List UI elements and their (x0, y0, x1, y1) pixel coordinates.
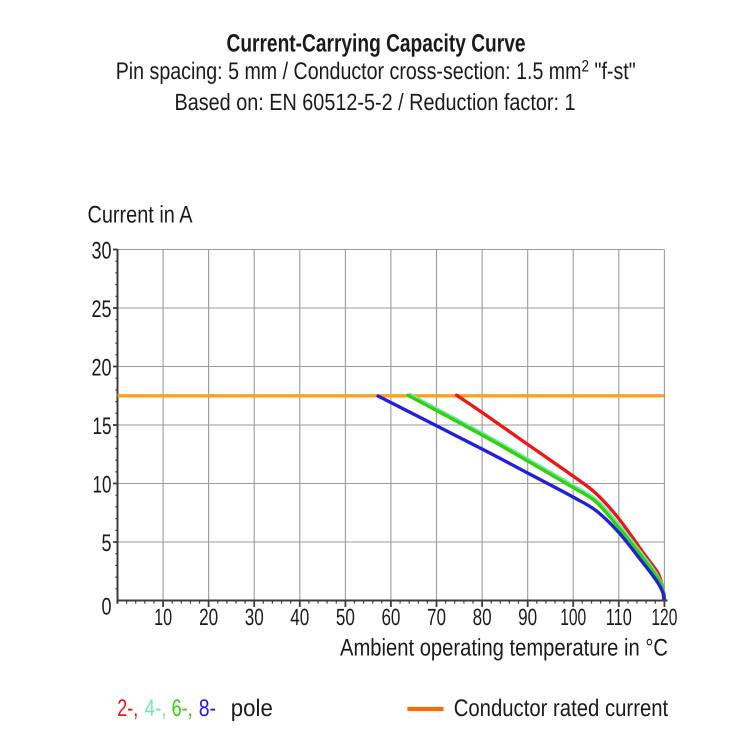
svg-text:Pin spacing: 5 mm / Conductor: Pin spacing: 5 mm / Conductor cross-sect… (116, 58, 636, 86)
svg-text:25: 25 (92, 296, 112, 323)
svg-text:pole: pole (231, 695, 273, 722)
svg-text:Current-Carrying Capacity Curv: Current-Carrying Capacity Curve (227, 30, 526, 58)
svg-text:Ambient operating temperature: Ambient operating temperature in °C (340, 635, 668, 662)
svg-text:90: 90 (518, 604, 537, 630)
svg-text:8-: 8- (199, 695, 216, 722)
svg-text:2-,: 2-, (117, 695, 138, 722)
svg-text:40: 40 (290, 604, 309, 630)
svg-text:110: 110 (606, 604, 632, 630)
svg-text:Current in A: Current in A (88, 202, 193, 229)
svg-text:20: 20 (92, 354, 112, 381)
svg-text:Based on: EN 60512-5-2 / Reduc: Based on: EN 60512-5-2 / Reduction facto… (175, 89, 576, 115)
svg-text:120: 120 (651, 604, 677, 630)
svg-text:70: 70 (427, 604, 446, 630)
svg-text:60: 60 (381, 604, 400, 630)
svg-text:15: 15 (93, 413, 112, 440)
svg-text:30: 30 (92, 237, 112, 264)
svg-text:Conductor rated current: Conductor rated current (454, 695, 669, 722)
svg-text:10: 10 (154, 604, 172, 630)
svg-text:30: 30 (245, 604, 264, 630)
svg-text:5: 5 (102, 530, 112, 557)
svg-text:6-,: 6-, (172, 695, 193, 722)
svg-text:100: 100 (560, 604, 586, 630)
svg-text:10: 10 (93, 471, 112, 498)
svg-text:50: 50 (336, 604, 355, 630)
svg-text:20: 20 (199, 604, 218, 630)
svg-text:0: 0 (102, 593, 112, 620)
svg-text:80: 80 (473, 604, 492, 630)
svg-text:4-,: 4-, (145, 695, 167, 722)
